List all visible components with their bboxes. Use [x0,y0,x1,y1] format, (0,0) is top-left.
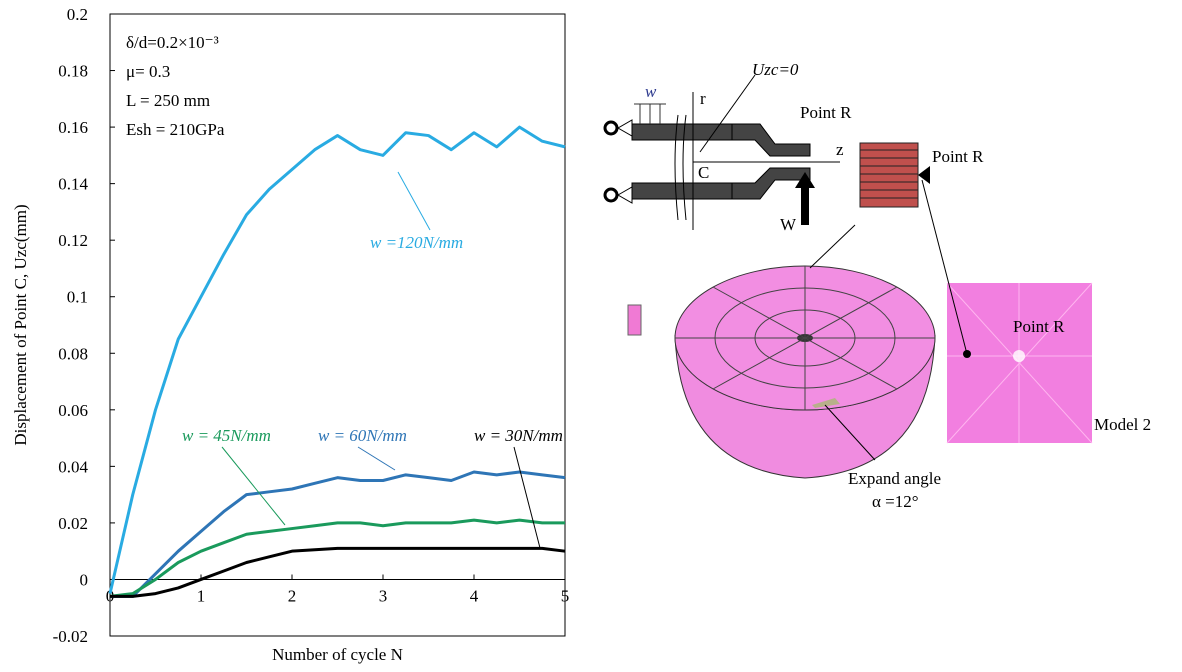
label-leader [398,172,430,230]
diagram: w r z C Uzc=0 Point R W Point R Expand a… [605,60,1151,511]
series-label: w = 45N/mm [182,426,271,445]
model-label: Model 2 [1094,415,1151,434]
pipe-wall [632,124,732,140]
point-r-label: Point R [800,103,852,122]
r-label: r [700,89,706,108]
y-tick-label: 0.08 [58,344,88,363]
hinge [618,120,632,203]
parameter: μ= 0.3 [126,62,170,81]
series-line [110,520,565,596]
support [605,122,617,134]
y-tick-label: -0.02 [53,627,88,646]
force-label: W [780,215,797,234]
y-tick-label: 0.1 [67,288,88,307]
series-line [110,548,565,596]
x-tick-label: 4 [470,586,479,605]
y-tick-label: 0.2 [67,5,88,24]
force-arrow [801,185,809,225]
marker [918,166,930,184]
point-c: C [698,163,709,182]
x-tick-label: 5 [561,586,570,605]
y-tick-label: 0.02 [58,514,88,533]
expand-label: Expand angle [848,469,941,488]
label-leader [358,447,395,470]
x-tick-label: 2 [288,586,297,605]
parameter: L = 250 mm [126,91,210,110]
y-tick-label: 0.16 [58,118,88,137]
y-axis-title: Displacement of Point C, Uzc(mm) [11,204,30,445]
figure: -0.02 0 0.02 0.04 0.06 0.08 0.1 0.12 0.14 0.16 0.1… [0,0,1182,667]
uzc-label: Uzc=0 [752,60,799,79]
x-tick-label: 3 [379,586,388,605]
y-tick-label: 0.14 [58,175,88,194]
label-leader [222,447,285,525]
y-tick-label: 0.06 [58,401,88,420]
y-tick-label: 0.12 [58,231,88,250]
series-label: w = 30N/mm [474,426,563,445]
center [1013,350,1025,362]
y-tick-label: 0 [80,570,89,589]
chart: -0.02 0 0.02 0.04 0.06 0.08 0.1 0.12 0.14 0.16 0.1… [11,5,569,664]
mesh-block [860,143,918,207]
y-tick-label: 0.04 [58,457,88,476]
series-label: w = 60N/mm [318,426,407,445]
parameter: δ/d=0.2×10⁻³ [126,33,219,52]
label-leader [514,447,540,548]
mesh [675,266,935,410]
parameter: Esh = 210GPa [126,120,225,139]
legend-swatch [628,305,641,335]
y-tick-label: 0.18 [58,62,88,81]
series-line [110,472,565,596]
x-axis-title: Number of cycle N [272,645,403,664]
load-label: w [645,82,657,101]
series-label: w =120N/mm [370,233,463,252]
point-r-label: Point R [932,147,984,166]
x-tick-label: 1 [197,586,206,605]
alpha-label: α =12° [872,492,919,511]
pipe-wall [732,124,810,156]
pipe-wall [632,183,732,199]
z-label: z [836,140,844,159]
point-r-label: Point R [1013,317,1065,336]
support [605,189,617,201]
leader [810,225,855,268]
